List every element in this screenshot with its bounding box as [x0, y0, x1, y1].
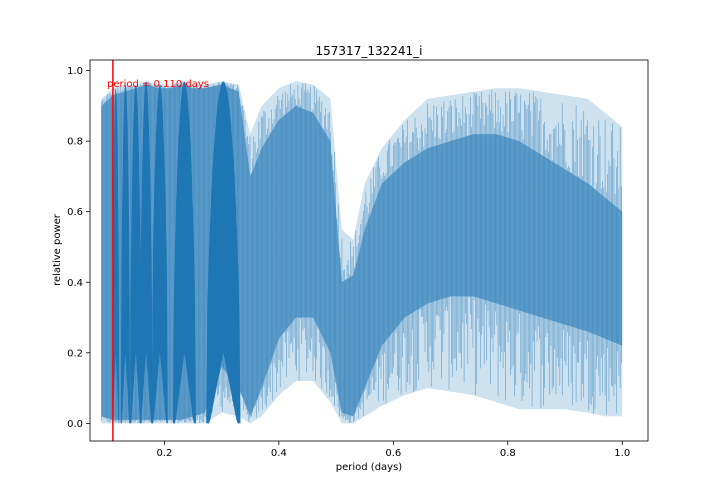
- axes-layer: 0.2 0.4 0.6 0.8 1.0 0.0 0.2 0.4 0.6 0.8 1.0: [67, 59, 649, 459]
- period-annotation: period = 0.110 days: [107, 79, 209, 90]
- y-tick-label: 0.4: [67, 278, 83, 289]
- x-tick-label: 0.4: [271, 448, 287, 459]
- y-tick-label: 0.8: [67, 137, 83, 148]
- y-tick-label: 0.2: [67, 348, 83, 359]
- y-axis-label: relative power: [52, 213, 63, 286]
- x-tick-label: 0.2: [156, 448, 172, 459]
- x-tick-label: 0.6: [385, 448, 401, 459]
- y-tick-label: 0.0: [67, 419, 83, 430]
- x-axis-label: period (days): [336, 462, 403, 473]
- y-tick-label: 1.0: [67, 66, 83, 77]
- axes-frame: [89, 59, 649, 442]
- x-tick-label: 1.0: [614, 448, 630, 459]
- y-tick-label: 0.6: [67, 207, 83, 218]
- x-tick-label: 0.8: [500, 448, 516, 459]
- series-line: [101, 82, 622, 424]
- chart-title: 157317_132241_i: [316, 44, 423, 58]
- plot-area: [101, 60, 623, 441]
